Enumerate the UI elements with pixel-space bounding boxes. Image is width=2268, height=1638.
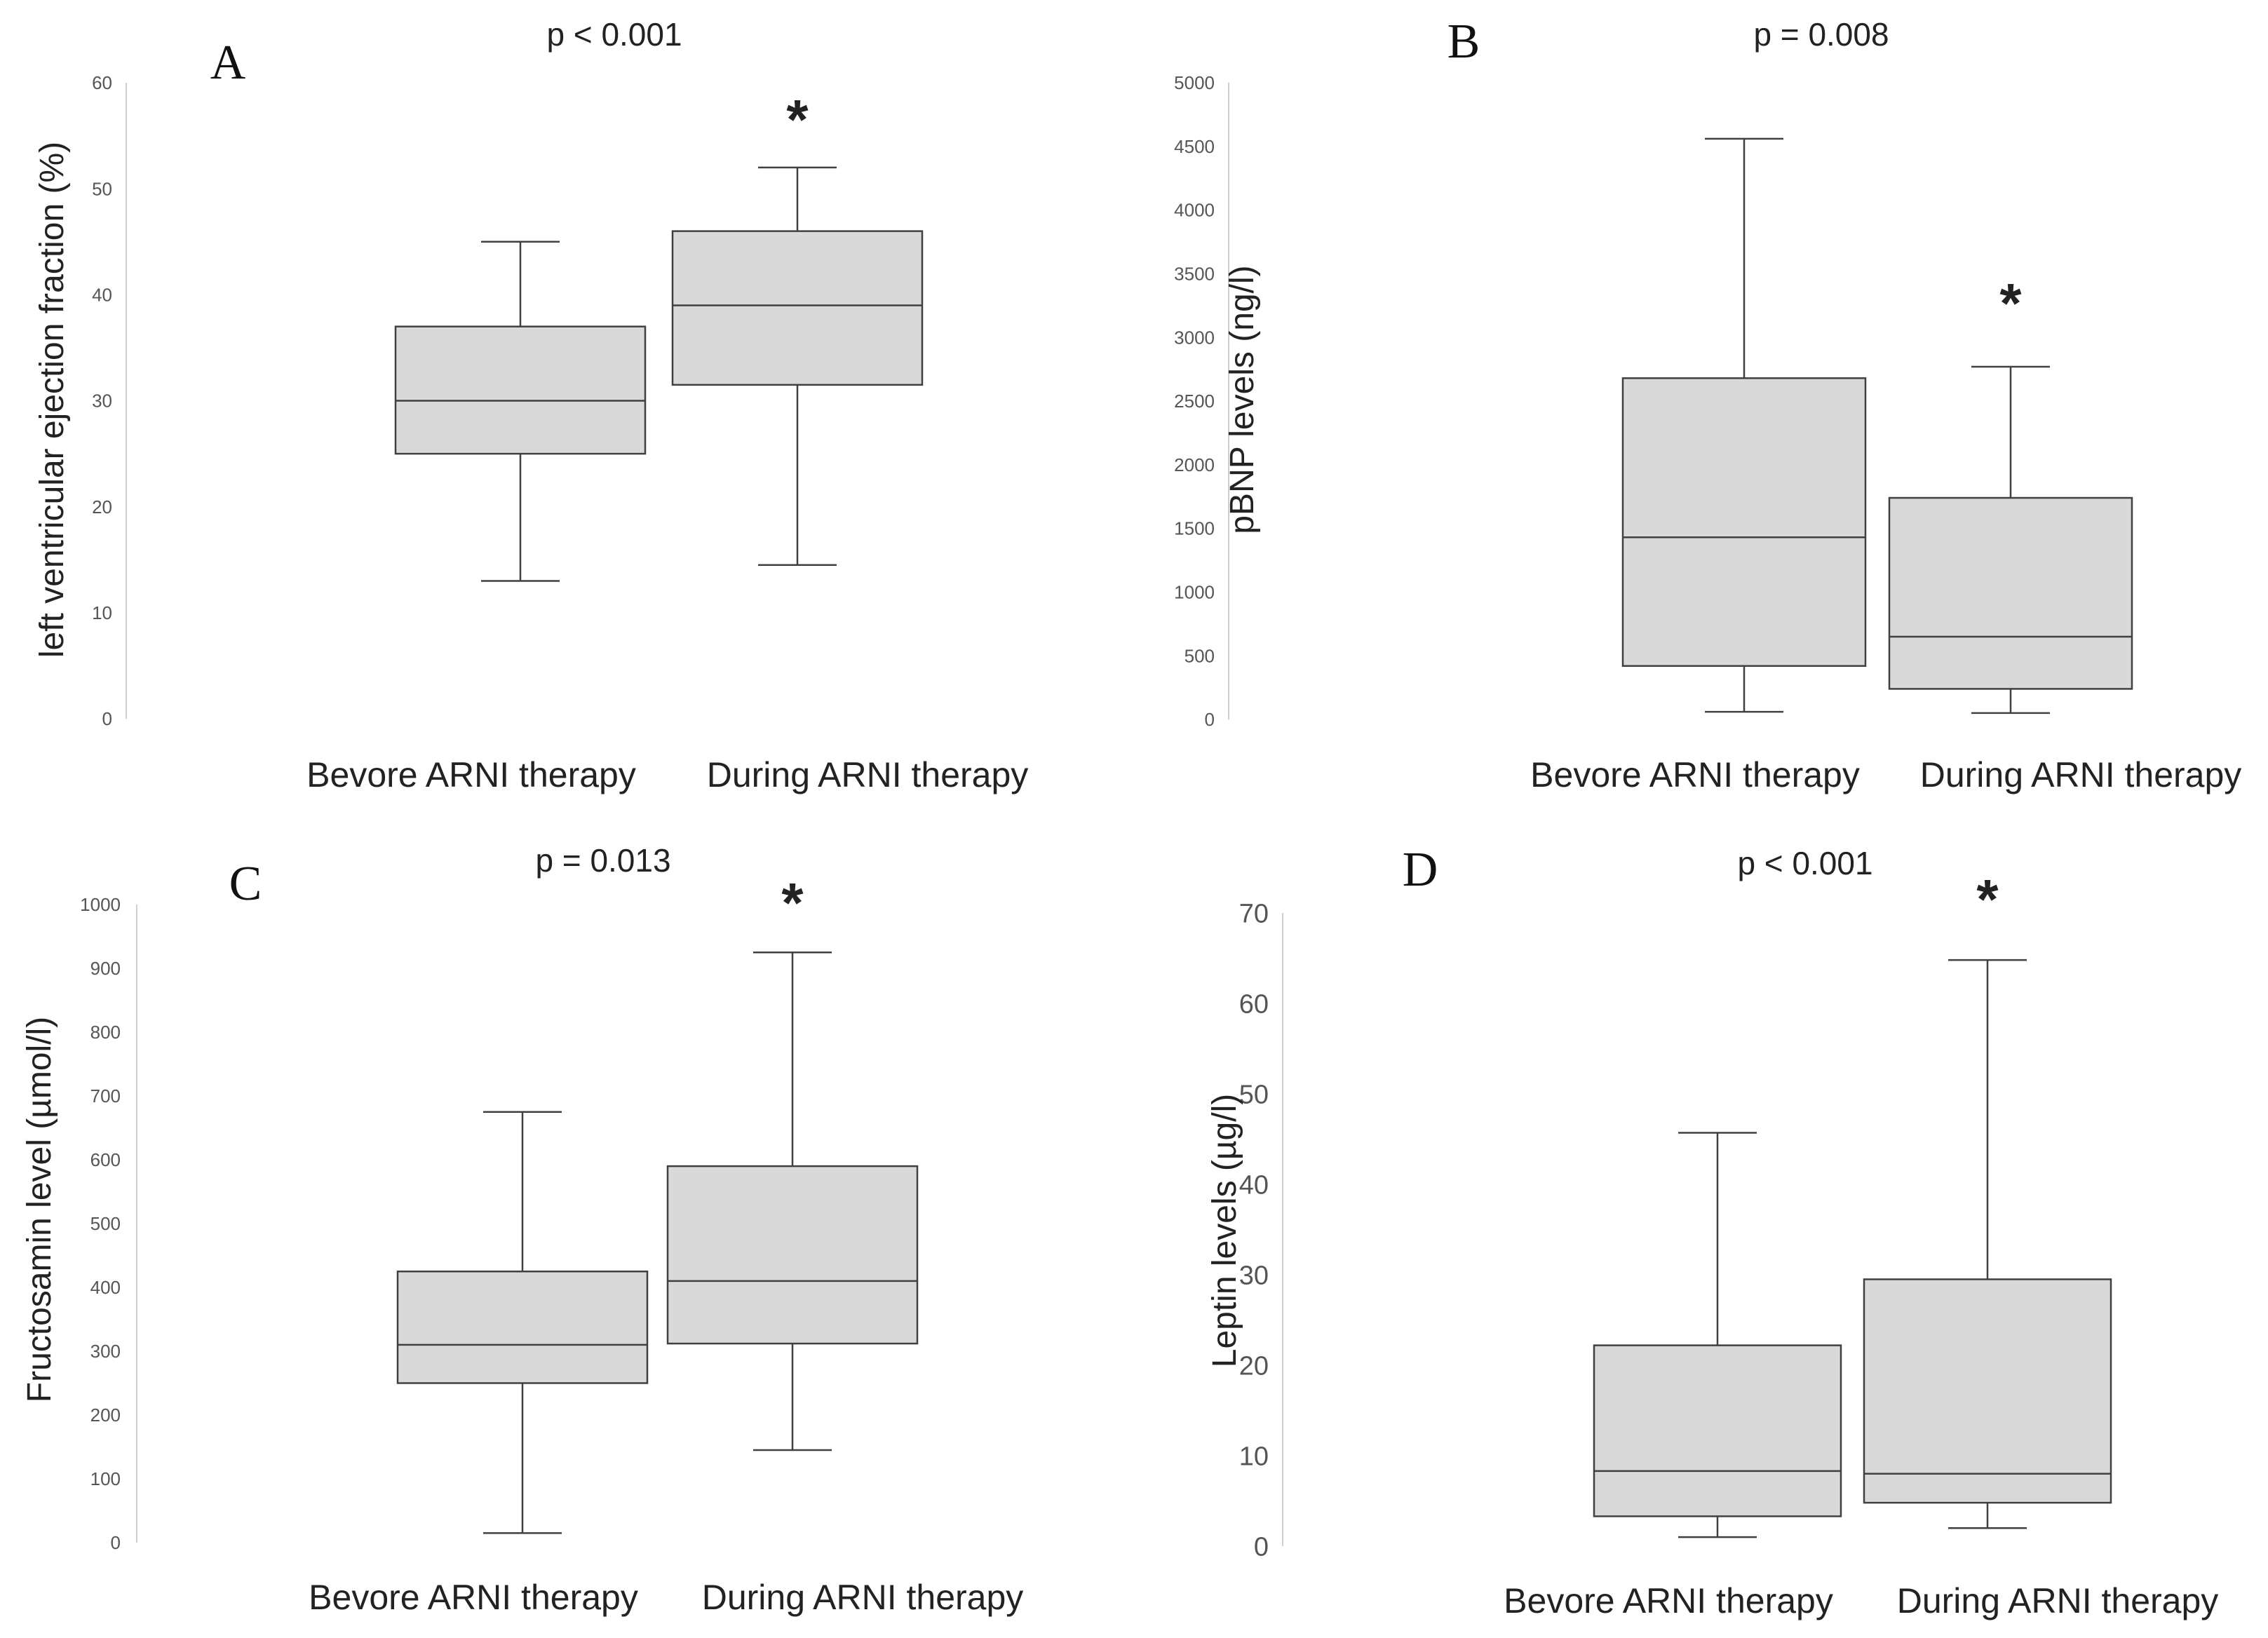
significance-star: * [781, 872, 804, 934]
y-tick-label: 30 [92, 391, 112, 412]
y-tick-label: 300 [90, 1341, 121, 1362]
y-tick-label: 70 [1239, 899, 1269, 928]
y-tick-label: 0 [111, 1532, 121, 1553]
box-group-1 [666, 952, 919, 1451]
y-tick-label: 700 [90, 1085, 121, 1106]
y-tick-label: 600 [90, 1149, 121, 1170]
panel-letter: D [1403, 843, 1438, 897]
iqr-box [1593, 1344, 1842, 1517]
box-group-0 [396, 1111, 649, 1534]
category-label: During ARNI therapy [707, 755, 1029, 794]
y-tick-label: 100 [90, 1468, 121, 1489]
y-tick-label: 4500 [1174, 136, 1215, 157]
y-axis-label: pBNP levels (ng/l) [1224, 265, 1261, 534]
category-label: During ARNI therapy [1920, 755, 2242, 794]
y-tick-label: 2500 [1174, 391, 1215, 412]
significance-star: * [786, 88, 809, 151]
category-label: Bevore ARNI therapy [1530, 755, 1860, 794]
p-value-label: p = 0.008 [1753, 16, 1889, 53]
y-axis-label: Leptin levels (µg/l) [1206, 1094, 1243, 1368]
y-tick-label: 40 [92, 284, 112, 305]
category-label: During ARNI therapy [1897, 1581, 2219, 1620]
significance-star: * [1976, 868, 1999, 930]
y-tick-label: 10 [92, 602, 112, 623]
p-value-label: p < 0.001 [1737, 845, 1872, 881]
y-tick-label: 1000 [80, 894, 121, 915]
iqr-box [1621, 377, 1867, 667]
iqr-box [666, 1165, 919, 1345]
iqr-box [396, 1271, 649, 1384]
iqr-box [671, 230, 924, 386]
iqr-box [394, 325, 647, 455]
y-axis-label: left ventricular ejection fraction (%) [34, 142, 71, 658]
p-value-label: p = 0.013 [535, 842, 670, 879]
category-label: Bevore ARNI therapy [306, 755, 636, 794]
category-label: Bevore ARNI therapy [309, 1578, 638, 1617]
y-tick-label: 1000 [1174, 582, 1215, 603]
y-tick-label: 20 [92, 496, 112, 517]
p-value-label: p < 0.001 [546, 16, 682, 53]
y-axis-label: Fructosamin level (µmol/l) [21, 1017, 58, 1402]
y-tick-label: 200 [90, 1405, 121, 1426]
y-tick-label: 50 [1239, 1080, 1269, 1109]
box-group-0 [1621, 137, 1867, 713]
category-label: During ARNI therapy [702, 1578, 1024, 1617]
category-label: Bevore ARNI therapy [1504, 1581, 1833, 1620]
y-tick-label: 30 [1239, 1261, 1269, 1290]
box-group-1 [1863, 959, 2112, 1529]
significance-star: * [1999, 272, 2022, 334]
y-tick-label: 400 [90, 1277, 121, 1298]
y-tick-label: 0 [1205, 709, 1215, 730]
panel-letter: B [1447, 15, 1480, 69]
y-tick-label: 60 [1239, 989, 1269, 1019]
y-tick-label: 900 [90, 958, 121, 979]
iqr-box [1888, 496, 2133, 690]
y-tick-label: 60 [92, 72, 112, 93]
y-tick-label: 40 [1239, 1170, 1269, 1200]
y-tick-label: 10 [1239, 1442, 1269, 1471]
y-tick-label: 4000 [1174, 200, 1215, 221]
iqr-box [1863, 1278, 2112, 1504]
y-tick-label: 500 [1184, 645, 1215, 666]
y-tick-label: 0 [102, 708, 112, 729]
panel-letter: C [229, 857, 262, 911]
box-group-0 [394, 241, 647, 582]
panel-letter: A [210, 36, 246, 90]
box-group-1 [671, 166, 924, 567]
boxplot-a: Ap < 0.001 0 10 20 30 40 50 60 left ventricular … [34, 16, 1029, 794]
y-tick-label: 3500 [1174, 264, 1215, 285]
box-group-0 [1593, 1132, 1842, 1538]
y-tick-label: 3000 [1174, 327, 1215, 348]
y-tick-label: 20 [1239, 1351, 1269, 1381]
y-tick-label: 500 [90, 1213, 121, 1234]
y-tick-label: 50 [92, 178, 112, 199]
y-tick-label: 2000 [1174, 454, 1215, 475]
box-group-1 [1888, 365, 2133, 715]
y-tick-label: 0 [1254, 1532, 1269, 1562]
y-tick-label: 800 [90, 1022, 121, 1043]
y-tick-label: 5000 [1174, 72, 1215, 93]
y-tick-label: 1500 [1174, 518, 1215, 539]
